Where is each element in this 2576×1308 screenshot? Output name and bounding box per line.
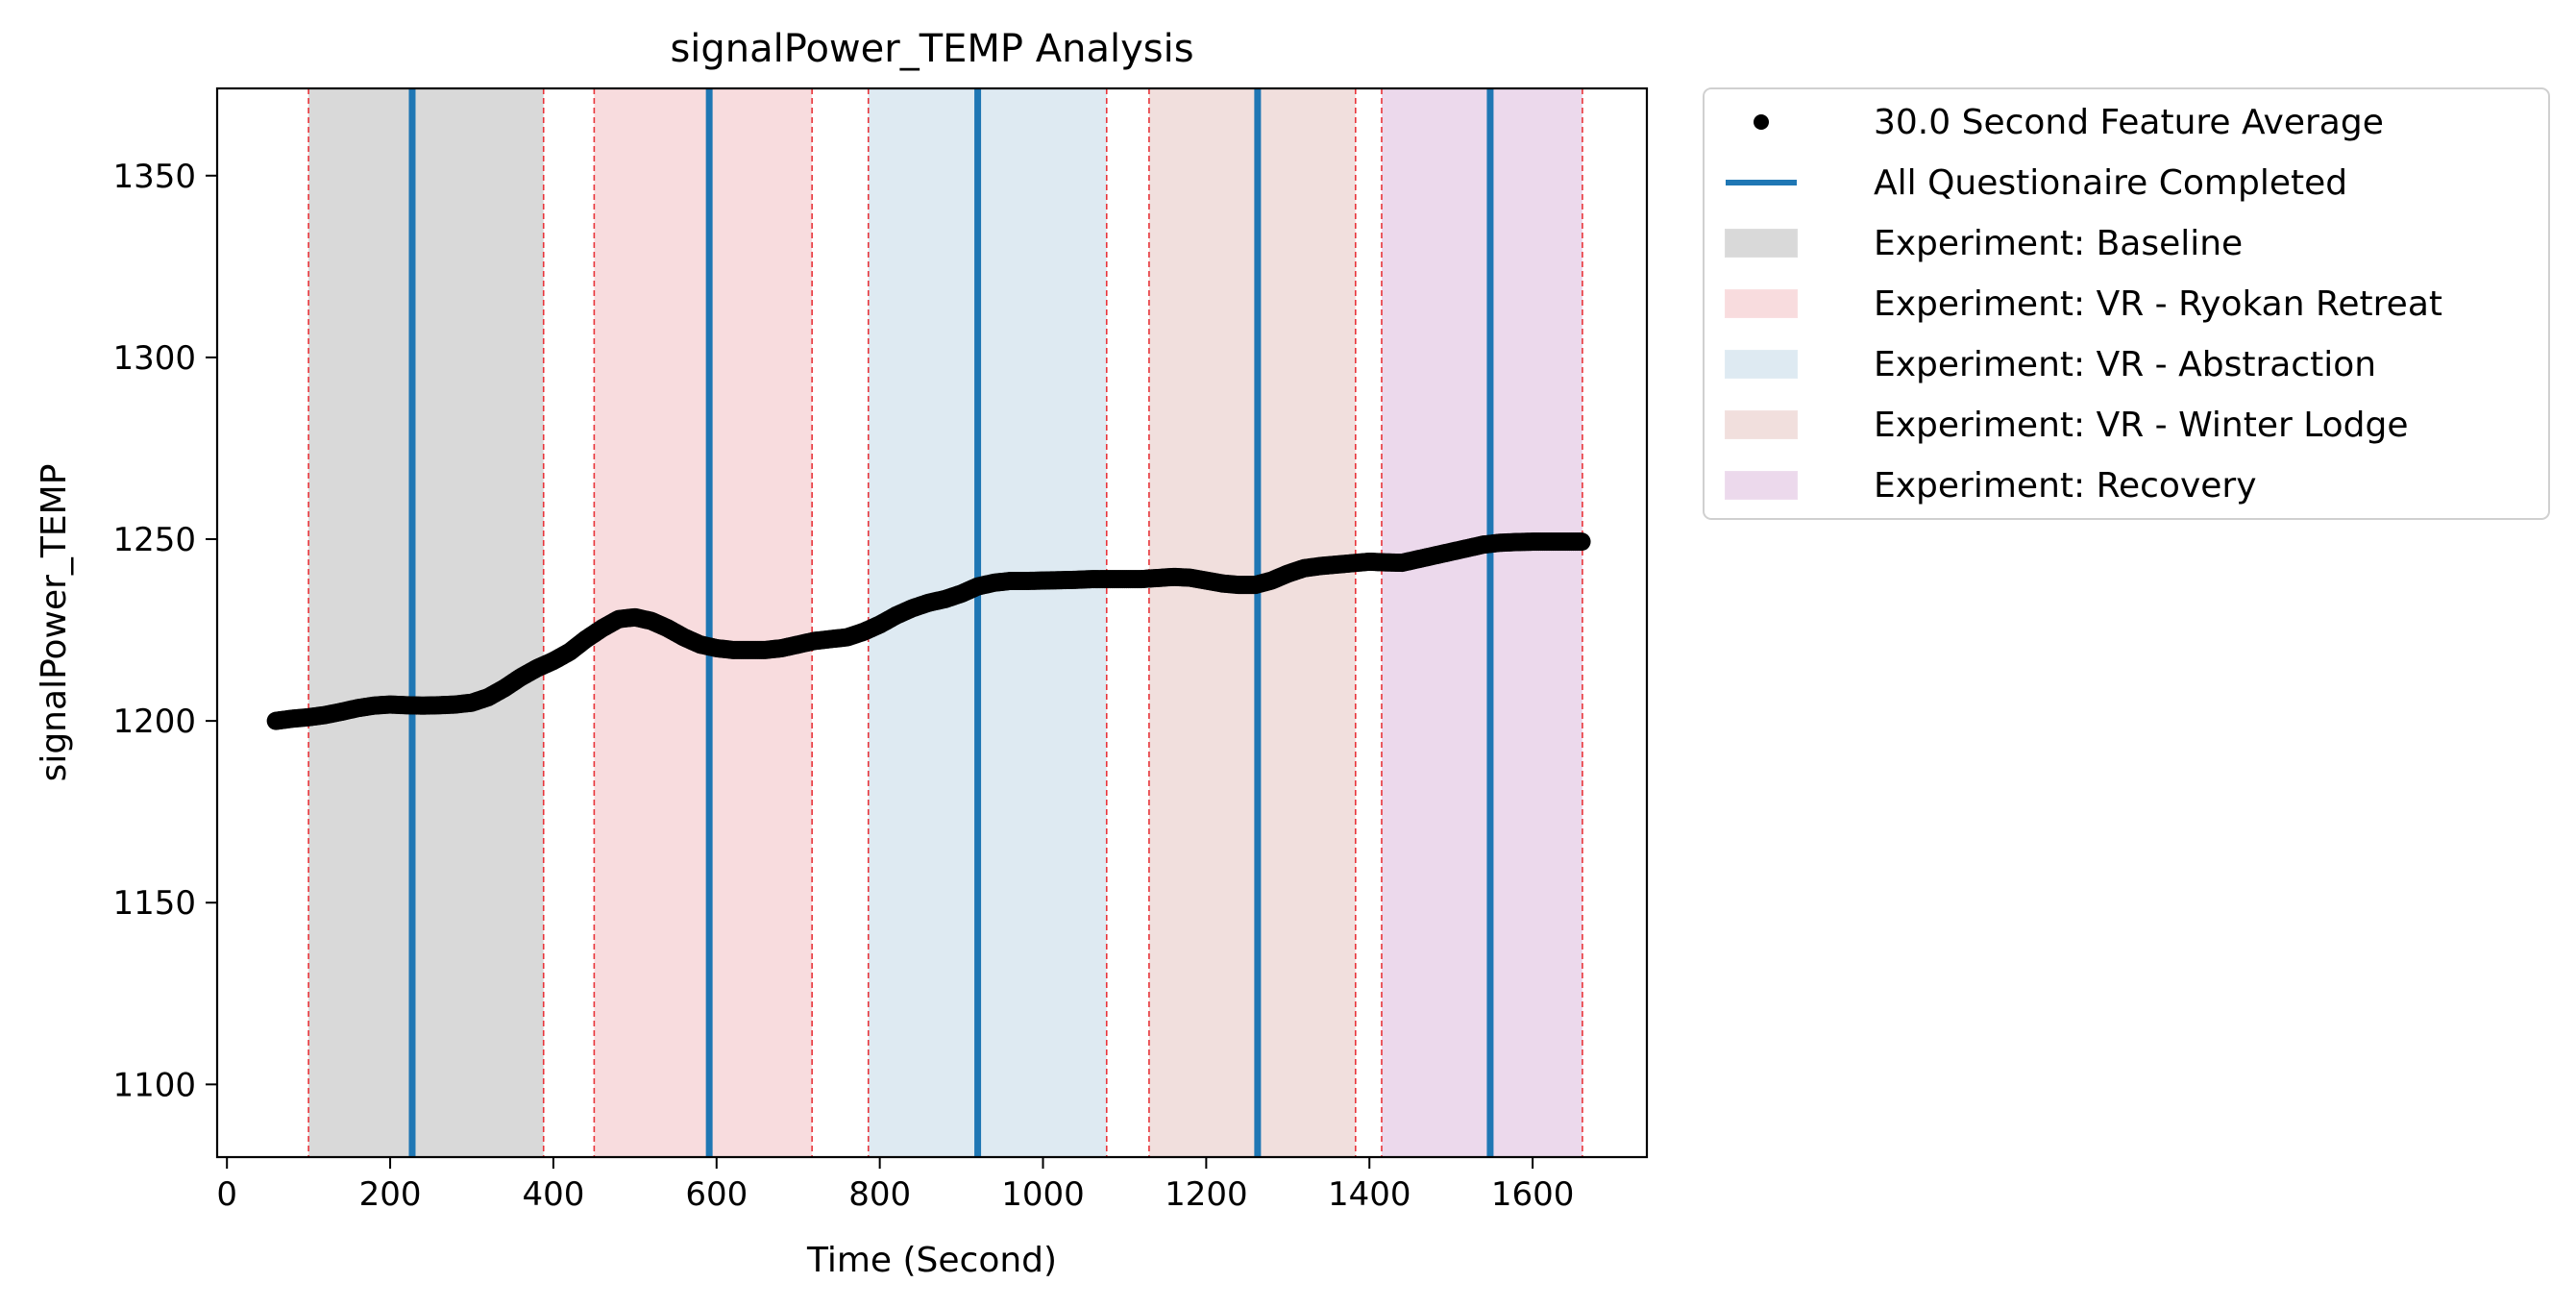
region-0 xyxy=(308,88,544,1157)
legend-label-2: Experiment: Baseline xyxy=(1874,224,2243,263)
legend-patch-6 xyxy=(1725,471,1798,500)
x-tick-label-5: 1000 xyxy=(1001,1175,1085,1214)
y-axis-ticks: 1100 1150 1200 1250 1300 1350 xyxy=(112,158,217,1104)
experiment-regions xyxy=(308,88,1582,1157)
y-tick-label-1: 1150 xyxy=(112,884,196,923)
legend-frame xyxy=(1703,87,2550,520)
x-tick-label-8: 1600 xyxy=(1491,1175,1575,1214)
y-tick-label-3: 1250 xyxy=(112,521,196,559)
legend-marker-0 xyxy=(1754,114,1769,130)
x-tick-label-4: 800 xyxy=(848,1175,911,1214)
region-2 xyxy=(868,88,1107,1157)
legend-patch-5 xyxy=(1725,410,1798,439)
chart-title: signalPower_TEMP Analysis xyxy=(670,27,1193,71)
legend-label-4: Experiment: VR - Abstraction xyxy=(1874,345,2376,384)
data-point-640 xyxy=(1572,532,1591,552)
x-tick-label-1: 200 xyxy=(359,1175,422,1214)
legend-label-6: Experiment: Recovery xyxy=(1874,466,2257,506)
x-tick-label-6: 1200 xyxy=(1165,1175,1248,1214)
legend-label-1: All Questionaire Completed xyxy=(1874,163,2347,203)
questionnaire-lines xyxy=(408,88,1494,1157)
x-tick-label-3: 600 xyxy=(685,1175,748,1214)
region-3 xyxy=(1148,88,1356,1157)
y-axis-label: signalPower_TEMP xyxy=(35,464,74,782)
region-4 xyxy=(1381,88,1582,1157)
x-tick-label-2: 400 xyxy=(522,1175,584,1214)
legend-patch-3 xyxy=(1725,289,1798,318)
legend-label-5: Experiment: VR - Winter Lodge xyxy=(1874,406,2409,445)
y-tick-label-4: 1300 xyxy=(112,339,196,378)
x-tick-label-0: 0 xyxy=(216,1175,237,1214)
legend: 30.0 Second Feature Average All Questiona… xyxy=(1703,87,2550,520)
y-tick-label-0: 1100 xyxy=(112,1066,196,1104)
x-axis-label: Time (Second) xyxy=(806,1241,1057,1280)
x-tick-label-7: 1400 xyxy=(1328,1175,1411,1214)
legend-label-3: Experiment: VR - Ryokan Retreat xyxy=(1874,284,2442,324)
legend-label-0: 30.0 Second Feature Average xyxy=(1874,103,2384,142)
feature-average-points xyxy=(266,532,1591,730)
legend-patch-2 xyxy=(1725,229,1798,258)
axes-frame xyxy=(215,86,1649,1159)
y-tick-label-2: 1200 xyxy=(112,703,196,741)
x-axis-ticks: 0 200 400 600 800 1000 1200 1400 1600 xyxy=(216,1157,1574,1214)
y-tick-label-5: 1350 xyxy=(112,158,196,196)
legend-patch-4 xyxy=(1725,350,1798,379)
